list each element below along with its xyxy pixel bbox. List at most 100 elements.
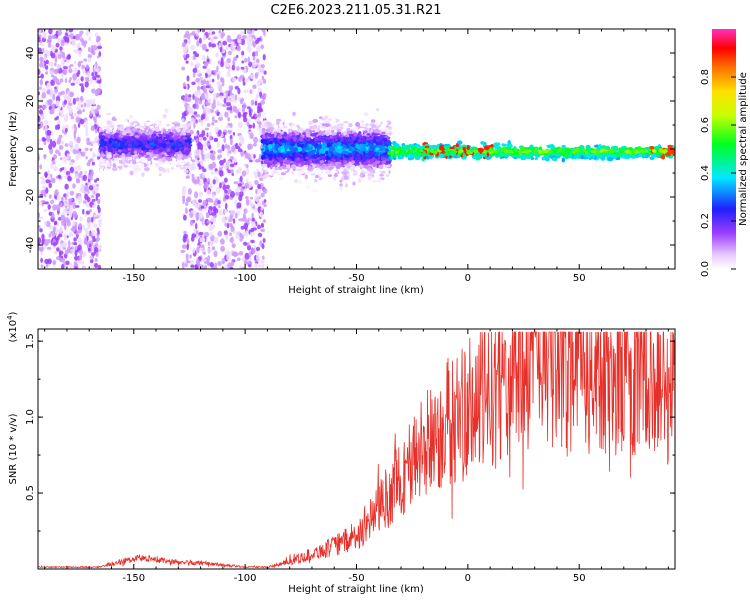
chart-title: C2E6.2023.211.05.31.R21 [270, 3, 441, 18]
spectrogram-cell [244, 58, 248, 63]
spectrogram-cell [114, 133, 120, 136]
spectrogram-cell [85, 32, 89, 37]
spectrogram-cell [72, 97, 76, 105]
spectrogram-cell [219, 46, 223, 53]
spectrogram-cell [232, 105, 238, 113]
spectrogram-cell [75, 205, 80, 208]
spectrogram-cell [202, 251, 206, 255]
spectrogram-cell [251, 213, 254, 218]
spectrogram-cell [296, 168, 300, 172]
spectrogram-cell [339, 187, 343, 191]
spectrogram-cell [57, 29, 62, 36]
spectrogram-cell [257, 232, 263, 238]
spectrogram-cell [119, 126, 125, 132]
spectrogram-cell [231, 145, 236, 153]
spectrogram-cell [194, 178, 198, 185]
spectrogram-cell [166, 123, 170, 127]
spectrogram-cell [94, 127, 98, 134]
spectrogram-cell [41, 115, 45, 120]
spectrogram-cell [74, 266, 78, 269]
spectrogram-cell [88, 47, 91, 53]
spectrogram-cell [171, 162, 174, 168]
spectrogram-cell [225, 90, 229, 94]
spectrogram-cell [235, 169, 239, 174]
spectrogram-cell [224, 202, 228, 210]
spectrogram-cell [77, 200, 81, 205]
spectrogram-cell [83, 58, 87, 62]
spectrogram-cell [70, 227, 76, 232]
spectrogram-cell [147, 114, 151, 120]
spectrogram-cell [51, 230, 56, 238]
spectrogram-cell [257, 264, 262, 268]
spectrogram-cell [183, 42, 187, 46]
spectrogram-cell [57, 174, 61, 179]
spectrogram-cell [314, 178, 318, 183]
spectrogram-cell [74, 173, 79, 180]
spectrogram-cell [237, 148, 243, 153]
spectrogram-cell [191, 199, 196, 207]
spectrogram-cell [224, 143, 228, 149]
spectrogram-cell [203, 141, 207, 147]
spectrogram-cell [195, 30, 199, 37]
spectrogram-cell [232, 77, 237, 82]
spectrogram-cell [38, 237, 42, 244]
spectrogram-cell [44, 201, 49, 205]
spectrogram-cell [243, 208, 248, 214]
spectrogram-cell [196, 62, 201, 68]
spectrogram-cell [56, 247, 60, 252]
spectrogram-cell [112, 163, 117, 168]
spectrogram-cell [39, 193, 44, 197]
spectrogram-cell [218, 209, 223, 216]
spectrogram-cell [182, 166, 187, 170]
spectrogram-cell [254, 159, 260, 163]
spectrogram-cell [44, 171, 48, 178]
spectrogram-cell [66, 98, 70, 104]
spectrogram-cell [214, 262, 218, 268]
spectrogram-cell [132, 169, 137, 174]
spectrogram-cell [229, 138, 233, 146]
spectrogram-cell [56, 85, 59, 90]
spectrogram-cell [96, 80, 102, 84]
spectrogram-cell [56, 139, 61, 145]
spectrogram-cell [220, 238, 225, 245]
spectrogram-cell [239, 238, 243, 242]
spectrogram-cell [95, 74, 100, 78]
spectrogram-cell [40, 250, 43, 256]
spectrogram-cell [261, 243, 265, 250]
spectrogram-cell [66, 191, 70, 199]
spectrogram-cell [234, 212, 238, 219]
spectrogram-cell [64, 202, 68, 207]
spectrogram-cell [43, 154, 47, 160]
spectrogram-cell [69, 211, 73, 218]
spectrogram-cell [213, 138, 218, 143]
spectrogram-cell [85, 64, 89, 69]
spectrogram-cell [74, 255, 79, 261]
spectrogram-cell [91, 140, 96, 145]
spectrogram-cell [52, 260, 57, 265]
spectrogram-cell [222, 184, 227, 191]
spectrogram-cell [59, 78, 64, 83]
spectrogram-cell [251, 248, 256, 254]
spectrogram-cell [39, 43, 45, 47]
spectrogram-cell [51, 35, 57, 39]
spectrogram-cell [106, 120, 112, 126]
spectrogram-cell [85, 79, 90, 82]
spectrogram-cell [124, 118, 128, 122]
spectrogram-cell [186, 75, 190, 82]
spectrogram-cell [80, 104, 84, 108]
spectrogram-cell [78, 254, 83, 261]
spectrogram-cell [257, 224, 261, 230]
spectrogram-cell [41, 233, 45, 240]
spectrogram-cell [93, 64, 97, 72]
spectrogram-cell [57, 123, 60, 130]
spectrogram-cell [318, 116, 323, 120]
spectrogram-cell [230, 169, 234, 174]
spectrogram-cell [191, 159, 195, 163]
spectrogram-cell [320, 173, 324, 176]
spectrogram-cell [94, 118, 97, 124]
spectrogram-cell [73, 261, 77, 265]
spectrogram-cell [209, 209, 212, 214]
spectrogram-cell [93, 223, 98, 229]
spectrogram-cell [325, 180, 329, 187]
